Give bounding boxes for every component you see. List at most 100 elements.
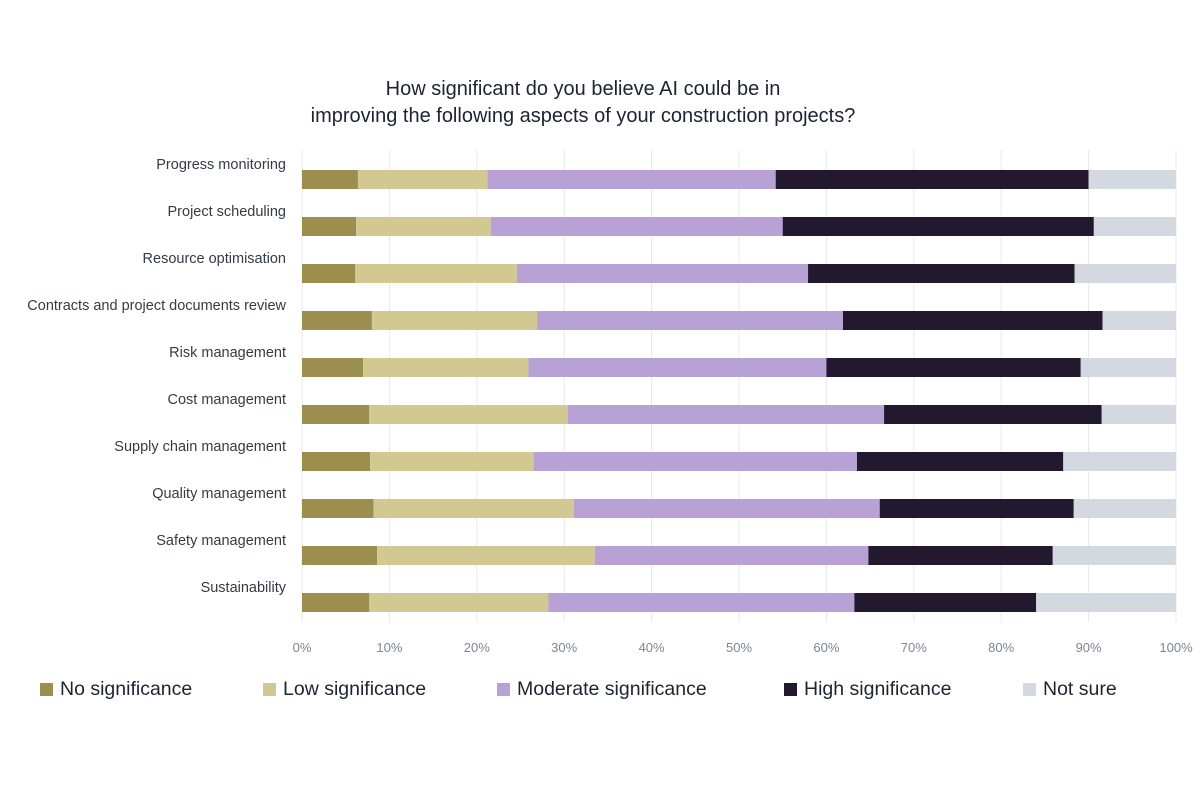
- legend-item: No significance: [40, 678, 192, 701]
- bar-row: [302, 546, 1176, 565]
- chart-title: How significant do you believe AI could …: [0, 76, 1166, 130]
- x-tick-label: 70%: [901, 640, 927, 655]
- x-tick-label: 10%: [376, 640, 402, 655]
- category-label: Safety management: [156, 533, 286, 549]
- bar-segment-high-significance: [868, 546, 1053, 565]
- x-tick-label: 40%: [639, 640, 665, 655]
- legend-item: Moderate significance: [497, 678, 707, 701]
- bar-segment-not-sure: [1036, 593, 1176, 612]
- legend-label: No significance: [60, 678, 193, 700]
- bar-segment-low-significance: [369, 405, 568, 424]
- bar-segment-low-significance: [355, 264, 518, 283]
- legend-item: Not sure: [1023, 678, 1117, 701]
- bar-segment-not-sure: [1088, 170, 1176, 189]
- bar-row: [302, 311, 1176, 330]
- bar-segment-no-significance: [302, 264, 356, 283]
- bar-segment-not-sure: [1063, 452, 1176, 471]
- category-label: Progress monitoring: [156, 157, 286, 173]
- x-tick-label: 0%: [293, 640, 312, 655]
- bar-segment-low-significance: [373, 499, 574, 518]
- category-label: Resource optimisation: [143, 251, 286, 267]
- bar-segment-moderate-significance: [528, 358, 827, 377]
- legend-swatch: [784, 683, 797, 696]
- category-label: Project scheduling: [168, 204, 287, 220]
- category-label: Cost management: [168, 392, 286, 408]
- category-label: Risk management: [169, 345, 286, 361]
- bar-segment-no-significance: [302, 546, 378, 565]
- bars: [302, 170, 1176, 612]
- bar-segment-not-sure: [1102, 311, 1176, 330]
- bar-row: [302, 499, 1176, 518]
- bar-segment-not-sure: [1074, 264, 1176, 283]
- legend-swatch: [497, 683, 510, 696]
- bar-segment-low-significance: [357, 170, 488, 189]
- bar-segment-not-sure: [1101, 405, 1176, 424]
- bar-segment-moderate-significance: [573, 499, 880, 518]
- legend-label: Moderate significance: [517, 678, 707, 700]
- x-tick-label: 20%: [464, 640, 490, 655]
- bar-segment-no-significance: [302, 311, 372, 330]
- legend-swatch: [1023, 683, 1036, 696]
- bar-row: [302, 452, 1176, 471]
- bar-segment-no-significance: [302, 358, 364, 377]
- legend: No significance Low significance Moderate …: [0, 678, 1200, 708]
- bar-segment-high-significance: [775, 170, 1089, 189]
- bar-row: [302, 358, 1176, 377]
- bar-segment-not-sure: [1073, 499, 1176, 518]
- category-labels: Progress monitoring Project scheduling Res…: [27, 157, 286, 596]
- bar-segment-no-significance: [302, 170, 358, 189]
- chart-title-line-2: improving the following aspects of your …: [310, 105, 856, 127]
- bar-segment-high-significance: [782, 217, 1094, 236]
- bar-row: [302, 264, 1176, 283]
- bar-segment-high-significance: [808, 264, 1075, 283]
- bar-segment-low-significance: [356, 217, 491, 236]
- legend-label: High significance: [804, 678, 952, 700]
- bar-segment-moderate-significance: [487, 170, 776, 189]
- bar-segment-low-significance: [377, 546, 595, 565]
- bar-segment-high-significance: [884, 405, 1102, 424]
- bar-segment-high-significance: [856, 452, 1064, 471]
- x-tick-label: 90%: [1076, 640, 1102, 655]
- legend-item: Low significance: [263, 678, 426, 701]
- legend-swatch: [40, 683, 53, 696]
- bar-segment-high-significance: [826, 358, 1081, 377]
- x-tick-label: 30%: [551, 640, 577, 655]
- category-label: Contracts and project documents review: [27, 298, 286, 314]
- bar-segment-moderate-significance: [537, 311, 844, 330]
- bar-segment-low-significance: [363, 358, 529, 377]
- bar-row: [302, 593, 1176, 612]
- category-label: Quality management: [152, 486, 286, 502]
- bar-segment-no-significance: [302, 593, 370, 612]
- bar-segment-moderate-significance: [548, 593, 855, 612]
- bar-segment-high-significance: [843, 311, 1103, 330]
- bar-segment-low-significance: [371, 311, 538, 330]
- bar-segment-no-significance: [302, 452, 371, 471]
- x-tick-label: 50%: [726, 640, 752, 655]
- bar-segment-moderate-significance: [490, 217, 783, 236]
- legend-label: Not sure: [1043, 678, 1117, 700]
- bar-segment-not-sure: [1093, 217, 1176, 236]
- bar-segment-not-sure: [1052, 546, 1176, 565]
- bar-segment-no-significance: [302, 405, 370, 424]
- legend-swatch: [263, 683, 276, 696]
- legend-label: Low significance: [283, 678, 427, 700]
- bar-segment-low-significance: [369, 593, 549, 612]
- bar-segment-no-significance: [302, 217, 357, 236]
- bar-segment-high-significance: [854, 593, 1037, 612]
- bar-segment-moderate-significance: [517, 264, 809, 283]
- category-label: Sustainability: [201, 580, 287, 596]
- bar-segment-moderate-significance: [594, 546, 869, 565]
- x-tick-label: 80%: [988, 640, 1014, 655]
- x-tick-label: 100%: [1159, 640, 1193, 655]
- bar-segment-low-significance: [370, 452, 534, 471]
- bar-row: [302, 217, 1176, 236]
- bar-segment-moderate-significance: [533, 452, 857, 471]
- legend-item: High significance: [784, 678, 951, 701]
- bar-row: [302, 170, 1176, 189]
- chart-title-line-1: How significant do you believe AI could …: [385, 78, 781, 100]
- bar-segment-not-sure: [1080, 358, 1176, 377]
- bar-segment-no-significance: [302, 499, 374, 518]
- bar-segment-moderate-significance: [567, 405, 885, 424]
- x-tick-label: 60%: [813, 640, 839, 655]
